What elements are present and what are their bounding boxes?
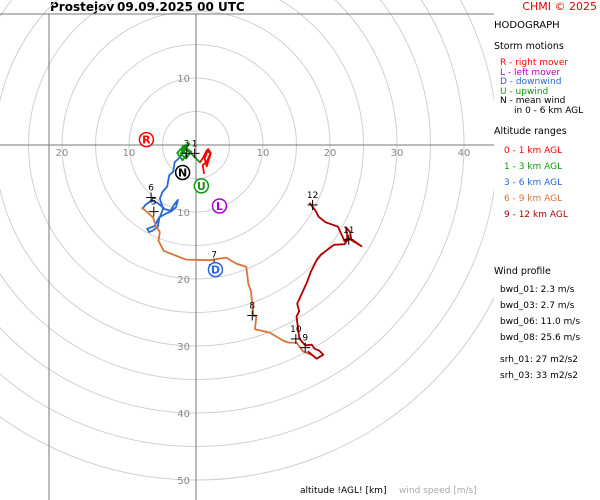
wind-profile-item: srh_01: 27 m2/s2 xyxy=(500,355,579,365)
y-tick-label: 20 xyxy=(177,275,190,286)
storm-motion-legend-item: N - mean wind xyxy=(500,96,566,106)
altitude-ranges-title: Altitude ranges xyxy=(494,126,567,137)
range-ring xyxy=(0,0,398,347)
altitude-range-legend-item: 1 - 3 km AGL xyxy=(504,162,563,172)
storm-motion-legend-item: in 0 - 6 km AGL xyxy=(514,105,584,116)
y-tick-label: 50 xyxy=(177,476,190,487)
wind-profile-item: bwd_01: 2.3 m/s xyxy=(500,285,575,295)
x-tick-label: 10 xyxy=(123,148,136,159)
altitude-range-legend-item: 9 - 12 km AGL xyxy=(504,210,568,220)
wind-profile-item: bwd_08: 25.6 m/s xyxy=(500,333,581,343)
storm-marker-label: R xyxy=(142,134,151,147)
wind-profile-item: bwd_03: 2.7 m/s xyxy=(500,301,575,311)
y-tick-label: 10 xyxy=(177,74,190,85)
altitude-label: 5 xyxy=(151,198,157,208)
storm-motion-legend-item: U - upwind xyxy=(500,86,549,97)
timestamp-title: 09.09.2025 00 UTC xyxy=(117,0,245,14)
y-tick-label: 30 xyxy=(177,342,190,353)
storm-motion-legend-item: R - right mover xyxy=(500,58,569,68)
storm-motion-legend-item: L - left mover xyxy=(500,67,561,78)
wind-trace-line xyxy=(141,156,181,234)
wind-profile-item: bwd_06: 11.0 m/s xyxy=(500,317,581,327)
x-tick-label: 20 xyxy=(56,148,69,159)
station-title: Prostejov xyxy=(50,0,115,14)
wind-traces xyxy=(141,142,363,360)
altitude-range-legend-item: 0 - 1 km AGL xyxy=(504,146,563,156)
storm-motion-legend-item: D - downwind xyxy=(500,77,562,87)
storm-marker-circle xyxy=(138,131,155,148)
storm-marker-label: L xyxy=(216,200,223,213)
altitude-label: 3 xyxy=(184,139,190,149)
wind-trace-line xyxy=(295,202,363,360)
storm-marker-label: D xyxy=(211,264,220,277)
tick-labels: 20 10 10 20 30 40 10 10 20 30 40 50 xyxy=(56,74,471,487)
altitude-label: 10 xyxy=(290,325,302,335)
altitude-label: 11 xyxy=(343,226,354,236)
panel-title: HODOGRAPH xyxy=(494,20,560,31)
altitude-label: 6 xyxy=(148,184,154,194)
y-tick-label: 40 xyxy=(177,409,190,420)
wind-speed-footer-label: wind speed [m/s] xyxy=(399,486,477,496)
altitude-label: 1 xyxy=(192,139,198,149)
storm-marker-circle xyxy=(207,261,224,278)
altitude-label: 8 xyxy=(249,301,255,311)
copyright-credit: CHMI © 2025 xyxy=(522,0,597,13)
x-tick-label: 10 xyxy=(257,148,270,159)
altitude-label: 7 xyxy=(211,251,217,261)
range-rings xyxy=(0,0,494,481)
storm-motions-title: Storm motions xyxy=(494,41,564,52)
storm-marker-label: N xyxy=(178,166,187,179)
axes xyxy=(0,13,494,500)
altitude-range-legend-item: 6 - 9 km AGL xyxy=(504,194,563,204)
storm-marker-label: U xyxy=(197,180,206,193)
altitude-range-legend-item: 3 - 6 km AGL xyxy=(504,178,563,188)
range-ring xyxy=(0,0,494,447)
legend-panel: HODOGRAPH Storm motions R - right mover L… xyxy=(494,18,600,498)
storm-marker-circle xyxy=(174,164,191,181)
x-tick-label: 30 xyxy=(391,148,404,159)
storm-marker-circle xyxy=(193,178,210,194)
range-ring xyxy=(0,0,431,380)
altitude-label: 12 xyxy=(307,191,318,201)
y-tick-label: 10 xyxy=(177,208,190,219)
wind-trace-line xyxy=(199,148,212,175)
storm-motion-markers: R L D UN xyxy=(138,131,228,278)
wind-profile-item: srh_03: 33 m2/s2 xyxy=(500,371,579,381)
altitude-label: 9 xyxy=(302,334,308,344)
wind-trace-line xyxy=(141,207,313,356)
storm-marker-circle xyxy=(211,198,228,214)
range-ring xyxy=(0,0,465,414)
altitude-footer-label: altitude !AGL! [km] xyxy=(300,486,387,496)
x-tick-label: 20 xyxy=(324,148,337,159)
wind-profile-title: Wind profile xyxy=(494,266,551,277)
x-tick-label: 40 xyxy=(458,148,471,159)
wind-trace-line xyxy=(176,142,201,164)
